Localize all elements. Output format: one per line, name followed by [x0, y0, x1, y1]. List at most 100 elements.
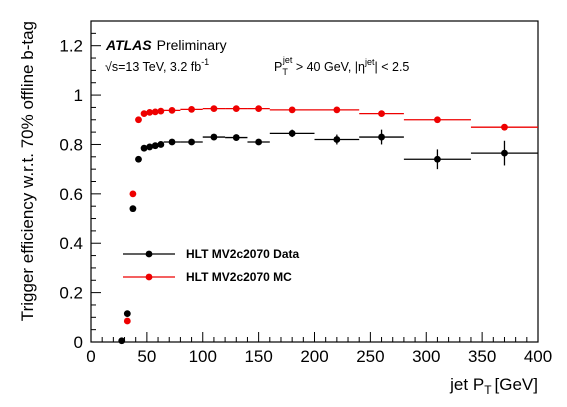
point-marker: [210, 105, 218, 113]
y-tick-label: 0: [74, 333, 83, 352]
point-marker: [157, 107, 165, 115]
data-point: [123, 317, 131, 325]
data-point: [359, 129, 404, 145]
data-point: [269, 106, 315, 114]
point-marker: [434, 155, 441, 163]
data-point: [151, 142, 159, 150]
y-axis-tick-labels: 0 0.2 0.4 0.6 0.8 1 1.2: [59, 37, 83, 352]
y-tick-label: 0.8: [59, 135, 83, 154]
legend-marker-mc: [145, 273, 153, 281]
x-tick-label: 300: [412, 347, 440, 366]
data-point: [146, 143, 154, 151]
data-point: [163, 106, 181, 114]
x-tick-label: 400: [524, 347, 552, 366]
data-point: [180, 105, 203, 113]
series-layer: [118, 105, 538, 345]
point-marker: [333, 106, 341, 114]
data-point: [247, 105, 270, 113]
point-marker: [123, 310, 131, 318]
point-marker: [434, 116, 441, 124]
point-marker: [118, 337, 126, 345]
data-point: [202, 105, 226, 113]
data-point: [135, 155, 142, 163]
point-marker: [288, 129, 296, 137]
point-marker: [288, 106, 296, 114]
data-point: [314, 134, 360, 145]
point-marker: [501, 123, 508, 131]
data-point: [269, 129, 315, 138]
data-point: [403, 149, 471, 170]
legend-entry-data: HLT MV2c2070 Data: [123, 247, 299, 261]
data-point: [314, 106, 360, 114]
point-marker: [255, 105, 263, 113]
data-point: [403, 116, 471, 124]
data-point: [129, 205, 137, 213]
legend-marker-data: [145, 250, 153, 258]
point-marker: [123, 317, 131, 325]
y-tick-label: 0.2: [59, 284, 83, 303]
data-point: [163, 138, 181, 146]
point-marker: [168, 106, 176, 114]
point-marker: [188, 138, 195, 146]
data-point: [135, 116, 142, 124]
point-marker: [135, 155, 142, 163]
point-marker: [210, 133, 218, 141]
series-mc: [123, 105, 538, 325]
legend-label-mc: HLT MV2c2070 MC: [186, 270, 292, 284]
data-point: [118, 337, 126, 345]
data-point: [157, 141, 165, 148]
point-marker: [378, 133, 385, 141]
data-point: [140, 110, 148, 117]
data-point: [151, 108, 159, 116]
data-point: [140, 144, 148, 152]
point-marker: [501, 149, 508, 157]
x-tick-label: 50: [137, 347, 156, 366]
point-marker: [378, 110, 385, 117]
legend-label-data: HLT MV2c2070 Data: [186, 247, 299, 261]
x-tick-label: 200: [300, 347, 328, 366]
point-marker: [232, 134, 240, 141]
x-tick-label: 0: [86, 347, 95, 366]
y-axis-ticks: [91, 20, 101, 343]
data-point: [470, 140, 538, 166]
data-point: [157, 107, 165, 115]
x-axis-ticks: [90, 332, 539, 342]
point-marker: [232, 105, 240, 113]
point-marker: [129, 205, 137, 213]
x-tick-label: 250: [356, 347, 384, 366]
x-tick-label: 350: [468, 347, 496, 366]
point-marker: [151, 108, 159, 116]
point-marker: [168, 138, 176, 146]
data-point: [146, 108, 154, 116]
point-marker: [146, 108, 154, 116]
point-marker: [146, 143, 154, 151]
data-point: [359, 110, 404, 117]
x-axis-label: jet PT [GeV]: [449, 375, 538, 397]
point-marker: [129, 190, 137, 198]
point-marker: [140, 110, 148, 117]
point-marker: [333, 136, 341, 143]
y-tick-label: 0.4: [59, 234, 83, 253]
selection-cut-label: PTjet > 40 GeV, |ηjet| < 2.5: [274, 55, 409, 77]
y-axis-label: Trigger efficiency w.r.t. 70% offline b-…: [18, 21, 37, 321]
atlas-label: ATLAS Preliminary: [105, 37, 227, 53]
data-point: [225, 134, 248, 141]
legend-entry-mc: HLT MV2c2070 MC: [123, 270, 292, 284]
x-tick-label: 100: [189, 347, 217, 366]
data-point: [470, 123, 538, 131]
data-point: [129, 190, 137, 198]
point-marker: [188, 105, 195, 113]
energy-lumi-label: √s=13 TeV, 3.2 fb-1: [105, 57, 209, 74]
y-tick-label: 1.2: [59, 37, 83, 56]
point-marker: [255, 138, 263, 146]
point-marker: [151, 142, 159, 150]
x-tick-label: 150: [244, 347, 272, 366]
point-marker: [140, 144, 148, 152]
data-point: [180, 138, 203, 146]
data-point: [202, 133, 226, 141]
y-tick-label: 1: [74, 86, 83, 105]
data-point: [123, 310, 131, 318]
y-tick-label: 0.6: [59, 185, 83, 204]
data-point: [247, 138, 270, 146]
